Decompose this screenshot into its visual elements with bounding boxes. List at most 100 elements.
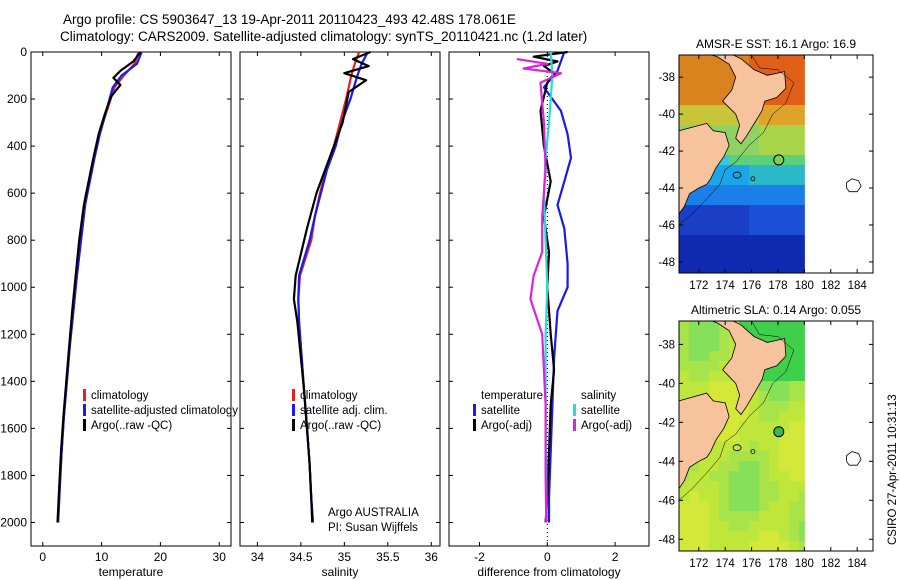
map-cell	[689, 341, 700, 352]
map-cell	[759, 235, 770, 246]
map-cell	[739, 245, 750, 256]
map-cell	[689, 351, 700, 362]
map-cell	[719, 265, 730, 274]
map-cell	[749, 461, 760, 472]
map-cell	[789, 145, 800, 156]
x-tick-label: 176	[742, 558, 761, 570]
y-tick-label: 1000	[0, 280, 27, 294]
map-cell	[759, 401, 770, 412]
map-cell	[699, 215, 710, 226]
map-cell	[759, 471, 770, 482]
south-island-land	[678, 392, 730, 490]
y-tick-label: 600	[7, 186, 27, 200]
legend-swatch	[292, 419, 295, 431]
map-cell	[789, 321, 800, 332]
x-tick-label: 176	[742, 280, 761, 292]
map-cell	[699, 521, 710, 532]
map-cell	[799, 321, 805, 332]
map-cell	[689, 361, 700, 372]
map-cell	[779, 411, 790, 422]
map-cell	[729, 165, 740, 176]
map-cell	[719, 481, 730, 492]
map-cell	[679, 351, 690, 362]
map-cell	[699, 245, 710, 256]
map-cell	[729, 145, 740, 156]
map-cell	[779, 175, 790, 186]
map-cell	[799, 115, 805, 126]
map-cell	[689, 55, 700, 66]
map-cell	[759, 105, 770, 116]
map-cell	[789, 55, 800, 66]
map-cell	[739, 155, 750, 166]
figure-title-line1: Argo profile: CS 5903647_13 19-Apr-2011 …	[63, 12, 516, 27]
bathymetry-contour	[678, 320, 795, 501]
map-cell	[719, 471, 730, 482]
map-cell	[719, 75, 730, 86]
legend-label: climatology	[300, 390, 358, 402]
map-cell	[699, 115, 710, 126]
map-cell	[689, 381, 700, 392]
map-cell	[749, 255, 760, 266]
map-cell	[679, 391, 690, 402]
map-cell	[689, 195, 700, 206]
y-tick-label: 2000	[0, 515, 27, 529]
x-tick-label: 172	[689, 280, 708, 292]
map-cell	[719, 255, 730, 266]
annotation-text: PI: Susan Wijffels	[328, 522, 418, 534]
map-cell	[689, 245, 700, 256]
map-cell	[709, 55, 720, 66]
map-cell	[679, 265, 690, 274]
map-cell	[759, 431, 770, 442]
map-cell	[799, 65, 805, 76]
map-cell	[679, 541, 690, 552]
map-cell	[709, 115, 720, 126]
map-cell	[699, 341, 710, 352]
map-cell	[789, 411, 800, 422]
legend-swatch	[473, 404, 476, 416]
map-cell	[749, 411, 760, 422]
legend-swatch	[83, 419, 86, 431]
map-cell	[739, 521, 750, 532]
map-cell	[769, 175, 780, 186]
map-cell	[709, 341, 720, 352]
map-cell	[689, 265, 700, 274]
map-cell	[749, 245, 760, 256]
map-cell	[729, 185, 740, 196]
map-cell	[769, 165, 780, 176]
map-cell	[769, 521, 780, 532]
map-cell	[799, 145, 805, 156]
map-cell	[769, 421, 780, 432]
map-cell	[799, 85, 805, 96]
map-cell	[679, 481, 690, 492]
map-cell	[779, 265, 790, 274]
map-cell	[779, 215, 790, 226]
map-cell	[679, 115, 690, 126]
map-cell	[789, 175, 800, 186]
map-cell	[749, 541, 760, 552]
map-cell	[679, 235, 690, 246]
legend-label: satellite-adjusted climatology	[91, 405, 238, 417]
map-cell	[719, 371, 730, 382]
map-cell	[689, 115, 700, 126]
map-cell	[709, 265, 720, 274]
map-cell	[769, 225, 780, 236]
map-cell	[789, 105, 800, 116]
map-cell	[749, 421, 760, 432]
x-tick-label: 184	[848, 280, 868, 292]
map-cell	[689, 205, 700, 216]
map-cell	[709, 65, 720, 76]
map-cell	[749, 451, 760, 462]
map-cell	[729, 541, 740, 552]
map-cell	[679, 381, 690, 392]
map-cell	[799, 205, 805, 216]
map-cell	[749, 215, 760, 226]
map-cell	[699, 235, 710, 246]
x-tick-label: 20	[154, 550, 168, 564]
map-cell	[689, 65, 700, 76]
map-cell	[759, 245, 770, 256]
map-cell	[729, 521, 740, 532]
map-cell	[679, 511, 690, 522]
y-tick-label: -46	[658, 495, 675, 507]
map-cell	[699, 95, 710, 106]
map-cell	[699, 381, 710, 392]
